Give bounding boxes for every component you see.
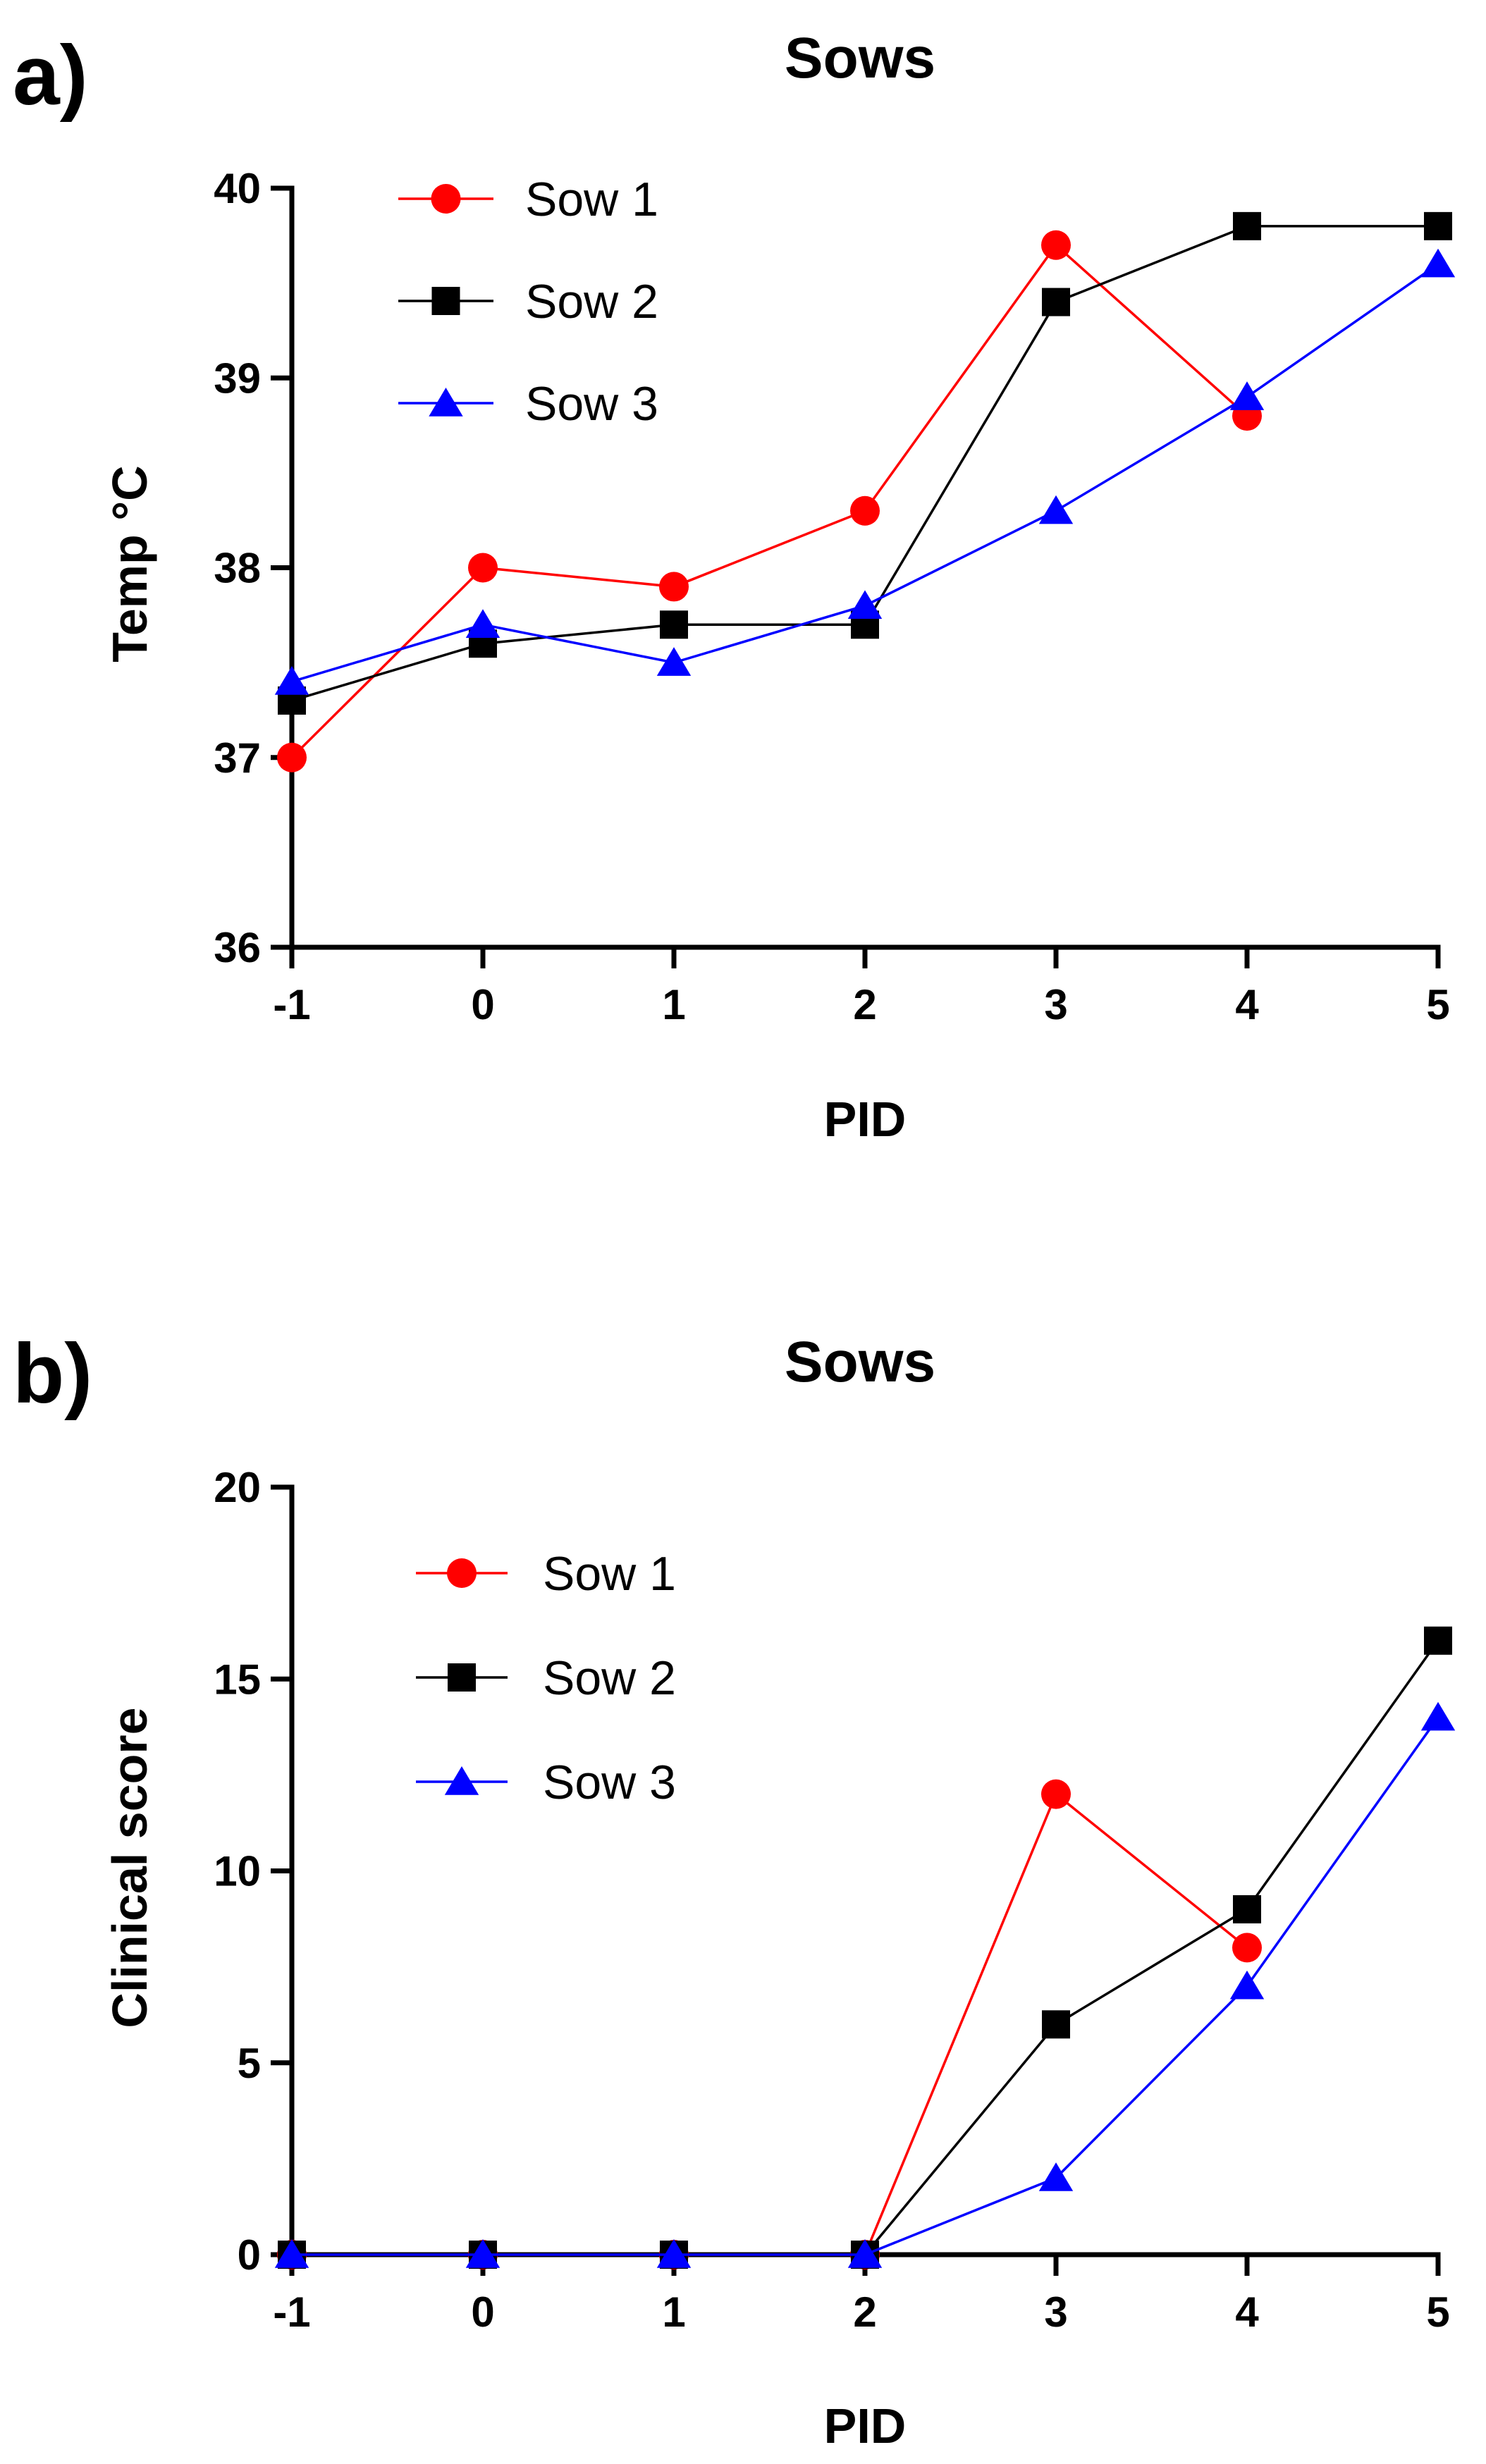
data-point xyxy=(1424,1626,1452,1655)
y-tick-label: 37 xyxy=(214,734,261,782)
x-tick-label: 3 xyxy=(1044,981,1067,1028)
legend: Sow 1 Sow 2 Sow 3 xyxy=(398,173,658,431)
legend-item: Sow 3 xyxy=(416,1756,676,1809)
y-tick-label: 0 xyxy=(238,2231,261,2279)
x-tick-label: 4 xyxy=(1235,2289,1259,2336)
y-axis-title: Clinical score xyxy=(102,1707,157,2028)
series-layer xyxy=(274,1626,1456,2269)
legend-item: Sow 1 xyxy=(416,1547,676,1601)
axes: 36 37 38 39 40 -1 0 1 2 3 4 5 xyxy=(214,165,1449,1028)
y-tick-label: 5 xyxy=(238,2040,261,2087)
x-tick-label: 5 xyxy=(1426,981,1449,1028)
y-tick-label: 39 xyxy=(214,355,261,402)
legend-marker xyxy=(447,1558,477,1588)
legend-item: Sow 1 xyxy=(398,173,658,226)
x-tick-label: 4 xyxy=(1235,981,1259,1028)
axes: 0 5 10 15 20 -1 0 1 2 3 4 5 xyxy=(214,1464,1449,2336)
legend-item: Sow 3 xyxy=(398,377,658,431)
legend-marker xyxy=(431,184,461,214)
data-point xyxy=(274,2239,309,2268)
x-tick-label: -1 xyxy=(273,981,310,1028)
y-tick-label: 10 xyxy=(214,1848,261,1895)
chart-title: Sows xyxy=(785,26,935,90)
legend-label: Sow 1 xyxy=(525,173,658,226)
y-tick-label: 38 xyxy=(214,545,261,592)
data-point xyxy=(277,742,307,772)
x-tick-label: 5 xyxy=(1426,2289,1449,2336)
legend-item: Sow 2 xyxy=(398,275,658,328)
chart-title: Sows xyxy=(785,1330,935,1394)
data-point xyxy=(468,553,498,583)
x-axis-title: PID xyxy=(824,1092,907,1147)
data-point xyxy=(847,2239,883,2268)
series-line-sow-1 xyxy=(292,1792,1248,2256)
series-layer xyxy=(274,211,1456,772)
x-axis-title: PID xyxy=(824,2398,907,2453)
data-point xyxy=(1041,230,1071,260)
data-point xyxy=(656,647,692,676)
legend-marker xyxy=(431,287,460,315)
data-point xyxy=(1420,248,1456,278)
y-tick-label: 40 xyxy=(214,165,261,212)
data-point xyxy=(1042,2010,1070,2039)
series-line-sow-1 xyxy=(290,243,1248,758)
data-point xyxy=(1038,495,1074,524)
x-tick-label: 1 xyxy=(662,981,685,1028)
data-point xyxy=(274,666,309,695)
data-point xyxy=(1424,211,1452,240)
data-point xyxy=(1233,1895,1261,1923)
legend-label: Sow 3 xyxy=(525,377,658,431)
data-point xyxy=(1420,1701,1456,1731)
legend-label: Sow 3 xyxy=(543,1756,676,1809)
y-tick-label: 36 xyxy=(214,924,261,971)
legend-label: Sow 1 xyxy=(543,1547,676,1601)
data-point xyxy=(1229,1970,1265,2000)
panel-label: a) xyxy=(13,28,88,123)
data-point xyxy=(660,610,688,639)
x-tick-label: 0 xyxy=(471,2289,494,2336)
legend-marker xyxy=(444,1766,479,1795)
legend-marker xyxy=(429,388,463,417)
data-point xyxy=(1042,288,1070,316)
legend-item: Sow 2 xyxy=(416,1651,676,1705)
x-tick-label: 2 xyxy=(853,2289,876,2336)
data-point xyxy=(659,572,689,602)
x-tick-label: 2 xyxy=(853,981,876,1028)
legend-label: Sow 2 xyxy=(525,275,658,328)
data-point xyxy=(850,495,880,526)
x-tick-label: 3 xyxy=(1044,2289,1067,2336)
data-point xyxy=(1232,1933,1262,1963)
series-line-sow-3 xyxy=(292,1716,1439,2256)
data-point xyxy=(847,590,883,620)
data-point xyxy=(656,2239,692,2268)
legend-label: Sow 2 xyxy=(543,1651,676,1705)
data-point xyxy=(465,609,501,638)
data-point xyxy=(1038,2162,1074,2191)
data-point xyxy=(1041,1779,1071,1809)
data-point xyxy=(1233,211,1261,240)
series-line-sow-2 xyxy=(292,1639,1439,2256)
y-tick-label: 15 xyxy=(214,1656,261,1703)
data-point xyxy=(465,2239,501,2268)
legend: Sow 1 Sow 2 Sow 3 xyxy=(416,1547,676,1809)
x-tick-label: -1 xyxy=(273,2289,310,2336)
y-tick-label: 20 xyxy=(214,1464,261,1511)
chart-panel-a: a) Sows Temp °C PID 36 37 38 39 40 -1 0 1 2 3 4 5 S… xyxy=(13,26,1456,1147)
chart-panel-b: b) Sows Clinical score PID 0 5 10 15 20 -1 0 1 2… xyxy=(13,1326,1456,2453)
x-tick-label: 0 xyxy=(471,981,494,1028)
x-tick-label: 1 xyxy=(662,2289,685,2336)
y-axis-title: Temp °C xyxy=(102,465,157,663)
legend-marker xyxy=(448,1663,476,1692)
data-point xyxy=(1229,381,1265,410)
panel-label: b) xyxy=(13,1326,92,1421)
